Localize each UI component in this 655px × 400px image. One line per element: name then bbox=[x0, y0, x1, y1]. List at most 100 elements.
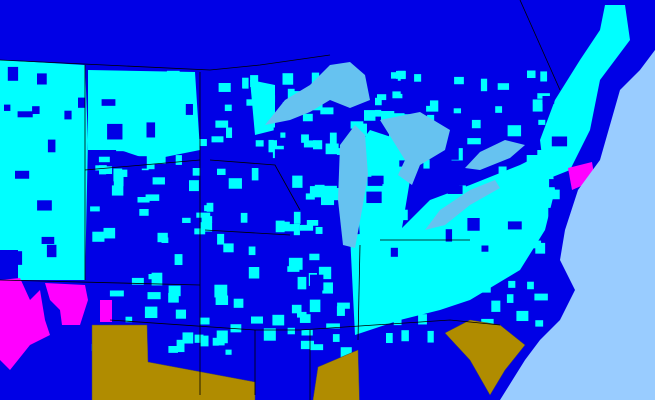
county bbox=[99, 165, 107, 175]
lake-michigan bbox=[338, 125, 368, 248]
state-border bbox=[209, 159, 301, 211]
county bbox=[168, 285, 181, 297]
county bbox=[218, 83, 231, 92]
county bbox=[491, 300, 501, 312]
county bbox=[217, 233, 225, 245]
county bbox=[196, 212, 211, 218]
county bbox=[401, 330, 409, 342]
county bbox=[537, 93, 550, 99]
county bbox=[92, 231, 105, 242]
county bbox=[506, 294, 514, 303]
county bbox=[527, 70, 536, 79]
county bbox=[101, 113, 113, 124]
state-border bbox=[0, 279, 201, 286]
atlantic-ocean bbox=[500, 50, 655, 400]
county bbox=[336, 306, 345, 316]
county bbox=[214, 284, 228, 298]
county bbox=[139, 209, 149, 216]
county bbox=[535, 320, 544, 327]
county bbox=[154, 153, 166, 164]
state-border bbox=[204, 229, 291, 236]
county bbox=[248, 267, 260, 279]
county bbox=[224, 104, 232, 112]
county bbox=[233, 227, 244, 236]
county bbox=[301, 134, 309, 143]
county bbox=[182, 332, 194, 344]
county bbox=[113, 168, 123, 182]
county bbox=[309, 186, 316, 198]
county bbox=[215, 120, 229, 128]
county bbox=[146, 122, 156, 138]
county bbox=[145, 157, 155, 170]
county bbox=[540, 71, 548, 82]
county bbox=[175, 309, 187, 319]
county bbox=[540, 172, 553, 186]
county bbox=[119, 169, 128, 177]
county bbox=[176, 339, 185, 353]
county bbox=[419, 249, 428, 257]
county bbox=[303, 140, 317, 148]
county bbox=[309, 299, 321, 313]
county bbox=[445, 276, 457, 283]
county bbox=[392, 314, 401, 321]
county bbox=[443, 255, 454, 265]
county bbox=[537, 150, 545, 157]
county bbox=[85, 259, 97, 269]
county bbox=[134, 129, 147, 136]
water-bodies bbox=[265, 50, 655, 400]
county bbox=[122, 115, 130, 125]
county bbox=[367, 182, 380, 193]
county bbox=[288, 257, 303, 270]
county bbox=[204, 205, 211, 212]
county bbox=[287, 266, 300, 272]
county bbox=[301, 329, 313, 336]
county bbox=[223, 243, 234, 253]
county bbox=[147, 292, 161, 300]
county bbox=[281, 221, 290, 228]
county bbox=[444, 63, 458, 74]
county bbox=[551, 136, 568, 147]
county bbox=[13, 251, 23, 265]
county bbox=[292, 175, 303, 188]
county bbox=[189, 180, 201, 192]
state-border bbox=[84, 159, 201, 171]
county bbox=[106, 209, 115, 217]
county bbox=[268, 139, 277, 153]
county bbox=[200, 222, 213, 232]
county bbox=[542, 256, 549, 271]
county bbox=[391, 72, 398, 79]
county bbox=[366, 191, 382, 204]
county bbox=[161, 237, 169, 244]
county bbox=[414, 302, 429, 310]
county bbox=[152, 177, 165, 185]
county bbox=[359, 255, 370, 261]
county bbox=[380, 173, 389, 187]
county bbox=[471, 119, 481, 129]
county bbox=[474, 279, 486, 289]
county bbox=[217, 168, 226, 175]
county bbox=[390, 247, 398, 257]
county bbox=[226, 127, 233, 138]
county bbox=[310, 274, 324, 291]
county bbox=[47, 139, 56, 153]
county bbox=[321, 194, 335, 206]
county bbox=[448, 264, 457, 275]
county bbox=[179, 270, 187, 280]
county bbox=[197, 139, 207, 147]
county bbox=[276, 132, 286, 138]
county bbox=[467, 218, 480, 231]
county bbox=[171, 84, 185, 97]
county bbox=[111, 185, 124, 196]
state-border bbox=[357, 244, 361, 341]
county bbox=[240, 212, 248, 223]
county bbox=[462, 277, 476, 290]
northern-plains-region bbox=[0, 60, 88, 280]
county bbox=[414, 74, 422, 82]
county bbox=[507, 125, 522, 137]
new-england-region bbox=[540, 5, 630, 180]
county bbox=[153, 142, 165, 149]
county bbox=[495, 106, 503, 113]
county bbox=[451, 90, 461, 101]
county bbox=[427, 330, 434, 343]
county bbox=[168, 292, 179, 303]
